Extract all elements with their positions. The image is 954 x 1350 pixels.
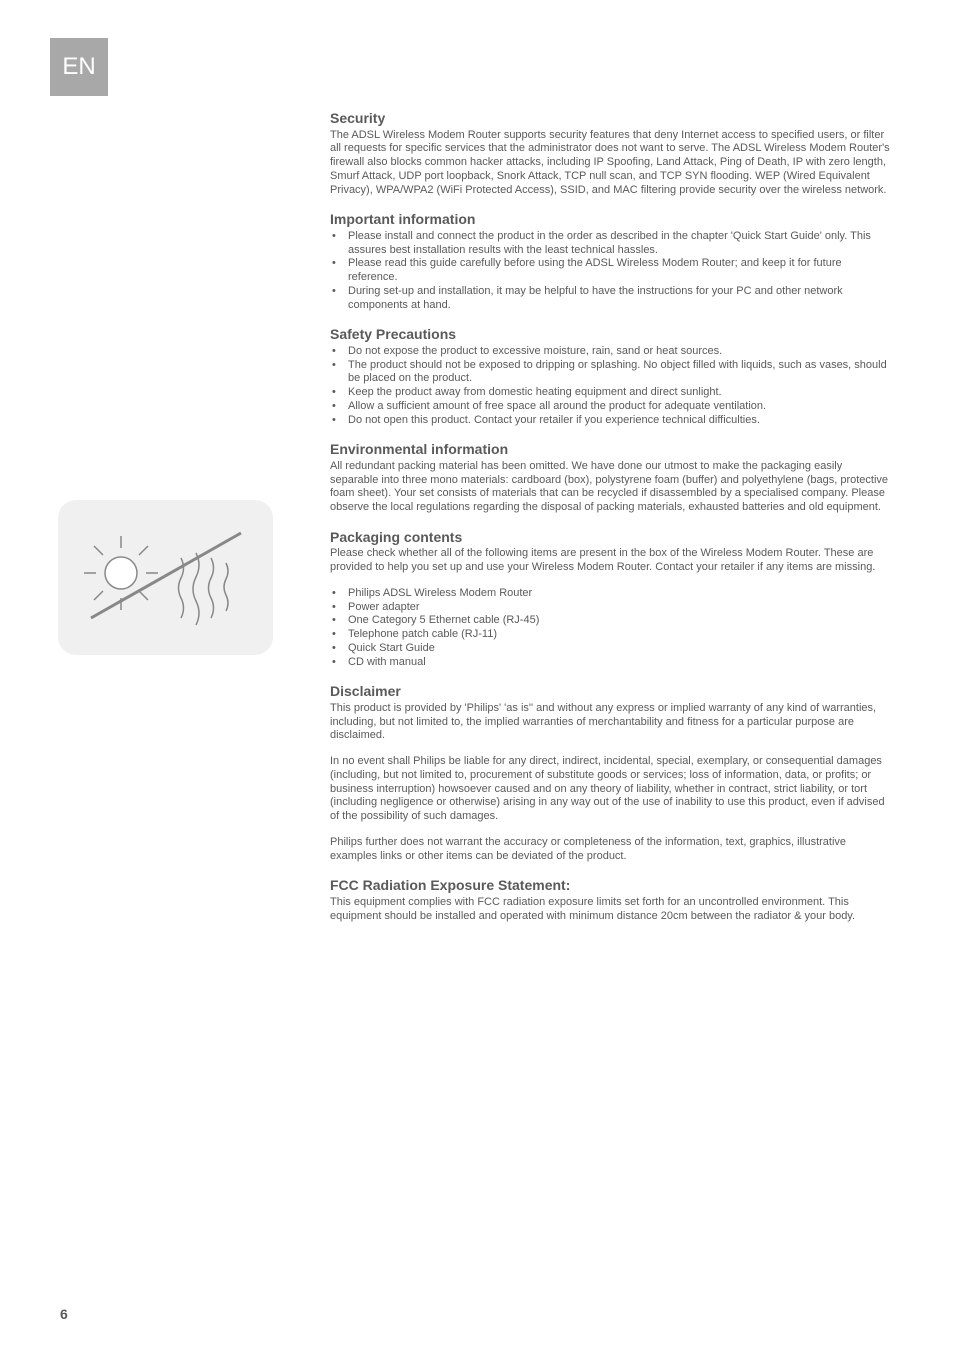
sun-heat-icon — [76, 518, 256, 638]
list-safety: Do not expose the product to excessive m… — [330, 345, 890, 428]
section-security: Security The ADSL Wireless Modem Router … — [330, 110, 890, 197]
section-packaging: Packaging contents Please check whether … — [330, 529, 890, 670]
section-environmental: Environmental information All redundant … — [330, 441, 890, 515]
list-item: Allow a sufficient amount of free space … — [330, 400, 890, 414]
list-item: The product should not be exposed to dri… — [330, 359, 890, 387]
list-item: Quick Start Guide — [330, 642, 890, 656]
list-item: Philips ADSL Wireless Modem Router — [330, 587, 890, 601]
list-item: Keep the product away from domestic heat… — [330, 386, 890, 400]
list-item: Do not open this product. Contact your r… — [330, 414, 890, 428]
heading-fcc: FCC Radiation Exposure Statement: — [330, 877, 890, 895]
list-item: One Category 5 Ethernet cable (RJ-45) — [330, 614, 890, 628]
heading-packaging: Packaging contents — [330, 529, 890, 547]
list-packaging: Philips ADSL Wireless Modem Router Power… — [330, 587, 890, 670]
body-fcc: This equipment complies with FCC radiati… — [330, 896, 890, 924]
heading-environmental: Environmental information — [330, 441, 890, 459]
section-fcc: FCC Radiation Exposure Statement: This e… — [330, 877, 890, 923]
disclaimer-p1: This product is provided by 'Philips' 'a… — [330, 702, 890, 743]
main-content: Security The ADSL Wireless Modem Router … — [330, 110, 890, 937]
heading-disclaimer: Disclaimer — [330, 683, 890, 701]
section-safety: Safety Precautions Do not expose the pro… — [330, 326, 890, 427]
body-security: The ADSL Wireless Modem Router supports … — [330, 129, 890, 198]
body-environmental: All redundant packing material has been … — [330, 460, 890, 515]
list-item: Please install and connect the product i… — [330, 230, 890, 258]
list-item: During set-up and installation, it may b… — [330, 285, 890, 313]
list-item: Power adapter — [330, 601, 890, 615]
list-important: Please install and connect the product i… — [330, 230, 890, 313]
safety-illustration — [58, 500, 273, 655]
list-item: Do not expose the product to excessive m… — [330, 345, 890, 359]
list-item: Please read this guide carefully before … — [330, 257, 890, 285]
disclaimer-p3: Philips further does not warrant the acc… — [330, 836, 890, 864]
heading-safety: Safety Precautions — [330, 326, 890, 344]
heading-important: Important information — [330, 211, 890, 229]
heading-security: Security — [330, 110, 890, 128]
section-disclaimer: Disclaimer This product is provided by '… — [330, 683, 890, 863]
section-important: Important information Please install and… — [330, 211, 890, 312]
list-item: Telephone patch cable (RJ-11) — [330, 628, 890, 642]
list-item: CD with manual — [330, 656, 890, 670]
page-number: 6 — [60, 1306, 68, 1322]
language-tab: EN — [50, 38, 108, 96]
language-code: EN — [62, 53, 95, 81]
disclaimer-p2: In no event shall Philips be liable for … — [330, 755, 890, 824]
intro-packaging: Please check whether all of the followin… — [330, 547, 890, 575]
